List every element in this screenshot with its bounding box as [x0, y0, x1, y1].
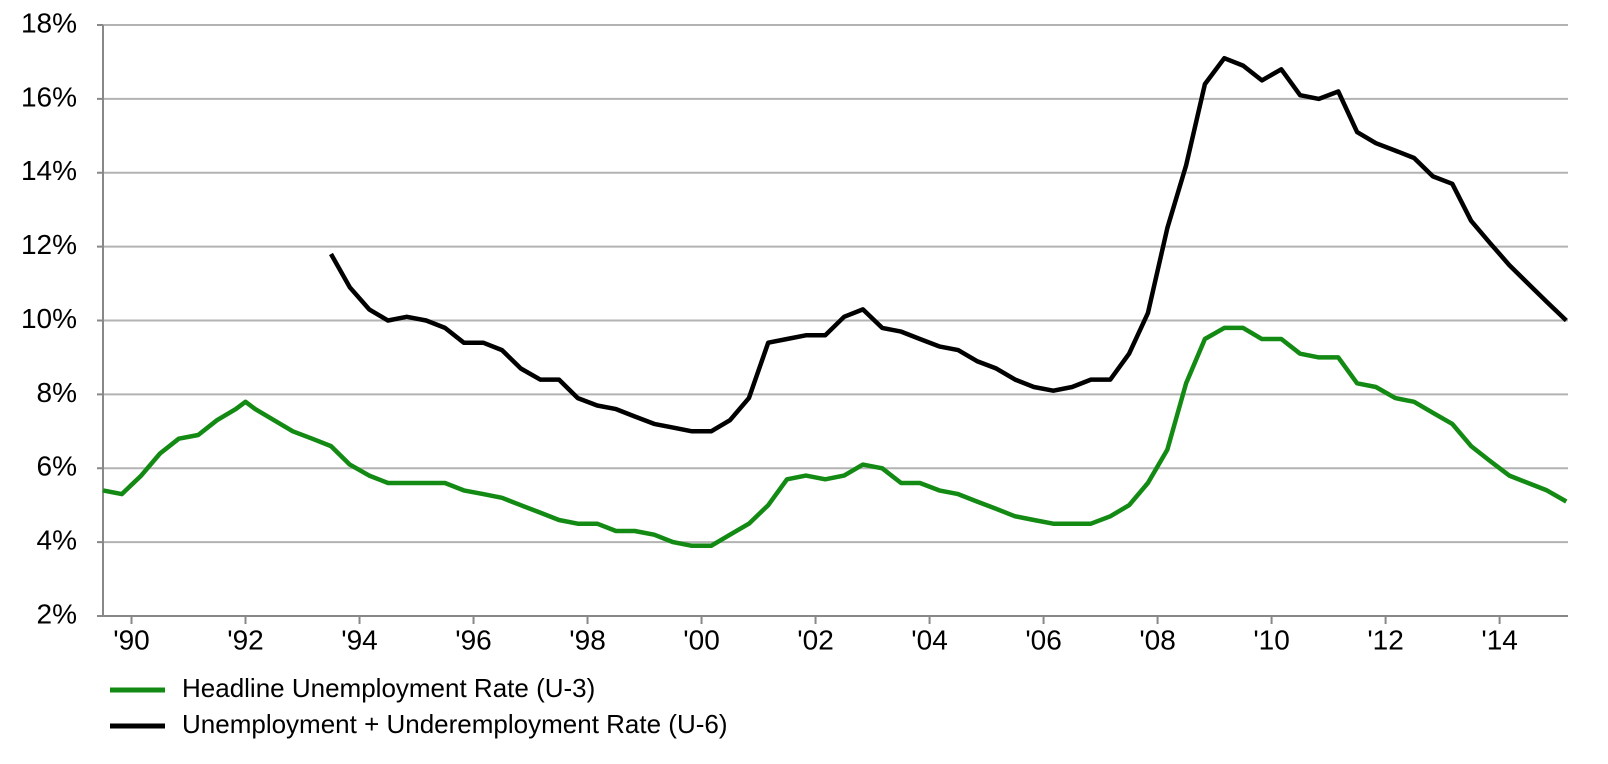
x-tick-label: '10 — [1253, 624, 1290, 655]
y-tick-label: 12% — [21, 229, 77, 260]
y-tick-label: 8% — [37, 377, 77, 408]
y-tick-label: 6% — [37, 451, 77, 482]
x-tick-label: '90 — [113, 624, 150, 655]
x-tick-label: '08 — [1139, 624, 1176, 655]
x-tick-label: '14 — [1481, 624, 1518, 655]
x-tick-label: '94 — [341, 624, 378, 655]
x-tick-label: '96 — [455, 624, 492, 655]
y-tick-label: 10% — [21, 303, 77, 334]
x-tick-label: '98 — [569, 624, 606, 655]
x-tick-label: '00 — [683, 624, 720, 655]
series-line — [102, 325, 1568, 549]
x-tick-label: '12 — [1367, 624, 1404, 655]
legend-label: Unemployment + Underemployment Rate (U-6… — [182, 709, 728, 739]
y-tick-label: 18% — [21, 7, 77, 38]
x-tick-label: '02 — [797, 624, 834, 655]
y-tick-label: 2% — [37, 598, 77, 629]
x-tick-label: '04 — [911, 624, 948, 655]
y-tick-label: 4% — [37, 525, 77, 556]
x-tick-label: '06 — [1025, 624, 1062, 655]
legend-label: Headline Unemployment Rate (U-3) — [182, 673, 595, 703]
y-tick-label: 14% — [21, 155, 77, 186]
y-tick-label: 16% — [21, 81, 77, 112]
x-tick-label: '92 — [227, 624, 264, 655]
series-line — [329, 55, 1568, 434]
